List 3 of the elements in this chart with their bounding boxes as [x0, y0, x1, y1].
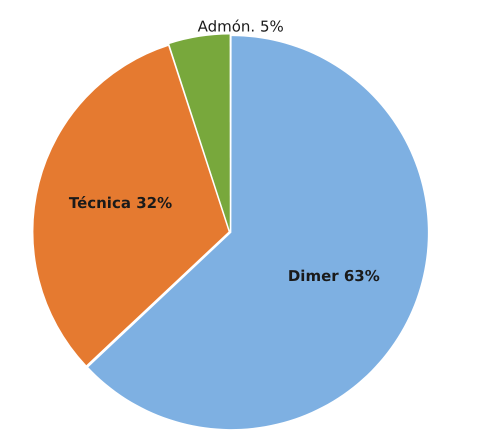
- slice-label: Dimer 63%: [288, 266, 380, 285]
- slice-label: Técnica 32%: [68, 194, 172, 212]
- slice-label: Admón. 5%: [198, 17, 284, 36]
